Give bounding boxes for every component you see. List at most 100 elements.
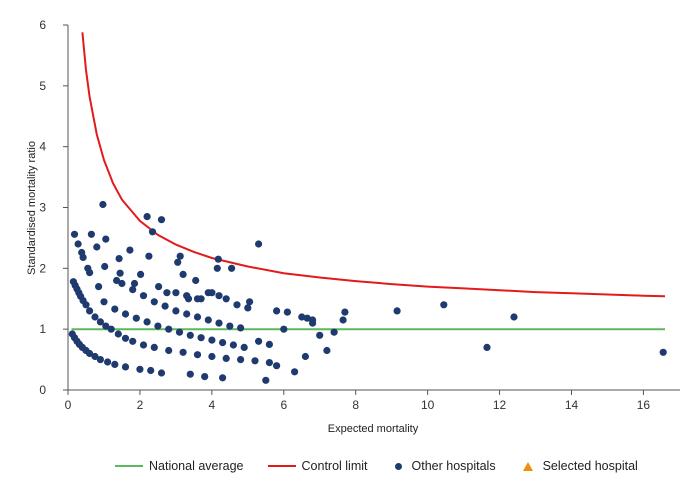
legend-label-national-average: National average [149,459,244,473]
hospital-point [339,316,347,324]
hospital-point [139,341,148,349]
y-tick-label: 6 [39,18,46,32]
hospital-point [99,200,107,209]
hospital-point [130,279,139,288]
hospital-point [143,213,151,221]
hospital-point [121,310,130,318]
x-tick-label: 14 [565,398,579,412]
legend-item-other-hospitals[interactable]: Other hospitals [392,459,496,473]
hospital-point [183,310,191,318]
hospital-point [273,307,281,315]
hospital-point [86,349,94,358]
hospital-point [157,369,166,377]
hospital-point [213,264,221,272]
hospital-point [201,373,209,381]
hospital-point [154,322,162,330]
hospital-point [659,348,667,356]
hospital-point [165,325,173,333]
hospital-point [150,298,158,306]
hospital-point [114,330,122,338]
hospital-point [111,360,119,368]
hospital-point [79,253,87,261]
hospital-point [341,308,349,316]
hospital-point [95,283,103,291]
hospital-point [91,313,99,321]
legend-item-national-average[interactable]: National average [115,459,244,473]
hospital-point [283,308,291,316]
hospital-point [197,334,205,342]
hospital-point [208,352,216,361]
hospital-point [102,322,110,330]
hospital-point [107,325,115,333]
hospital-point [132,314,140,322]
hospital-point [214,255,222,263]
hospital-point [237,324,245,332]
hospital-point [183,292,191,300]
hospital-point [150,343,158,351]
hospital-point [155,283,163,291]
hospital-point [161,302,169,310]
hospital-point [179,348,187,356]
hospital-point [228,264,236,272]
y-tick-label: 4 [39,140,46,154]
hospital-point [172,289,180,297]
hospital-point [298,313,306,321]
hospital-point [172,307,180,315]
hospital-point [208,289,216,297]
x-axis-label: Expected mortality [328,423,419,435]
hospital-point [157,216,166,224]
legend: National average Control limit Other hos… [115,459,638,473]
hospital-point [265,359,273,367]
hospital-point [118,279,126,288]
hospital-point [91,352,99,361]
y-tick-label: 1 [39,322,46,336]
hospital-point [179,270,187,278]
hospital-point [136,365,144,373]
hospital-point [193,351,202,359]
hospital-point [175,328,184,336]
x-tick-label: 4 [209,398,216,412]
hospital-point [96,318,104,326]
legend-label-control-limit: Control limit [301,459,368,473]
hospital-point [115,255,123,263]
hospital-point [192,276,200,285]
hospital-point [265,340,273,348]
hospital-point [86,269,94,277]
hospital-point [93,243,101,251]
hospital-point [233,301,241,309]
hospital-point [215,292,223,300]
hospital-point [510,313,518,321]
hospital-point [82,301,90,309]
y-axis-label: Standardised mortality ratio [26,141,38,275]
x-tick-label: 0 [65,398,72,412]
hospital-point [86,307,94,315]
hospital-point [262,376,270,384]
hospital-point [137,270,145,278]
hospital-point [126,246,134,254]
hospital-point [186,370,194,378]
legend-item-control-limit[interactable]: Control limit [267,459,368,473]
other-hospitals-swatch [394,462,402,470]
hospital-point [129,337,137,345]
hospital-point [139,292,148,300]
legend-item-selected-hospital[interactable]: Selected hospital [520,459,638,473]
hospital-point [186,331,194,339]
hospital-point [219,374,227,382]
selected-hospital-triangle-icon [522,461,533,471]
hospital-point [96,356,104,364]
y-tick-label: 0 [39,383,46,397]
hospital-point [208,336,216,344]
x-tick-label: 10 [421,398,435,412]
hospital-point [309,319,317,327]
hospital-point [121,334,130,342]
hospital-point [174,258,182,266]
hospital-point [440,301,448,309]
x-tick-label: 16 [637,398,651,412]
hospital-point [323,346,331,355]
x-tick-label: 2 [137,398,144,412]
hospital-point [129,286,137,294]
y-tick-label: 3 [39,201,46,215]
hospital-point [393,307,401,315]
